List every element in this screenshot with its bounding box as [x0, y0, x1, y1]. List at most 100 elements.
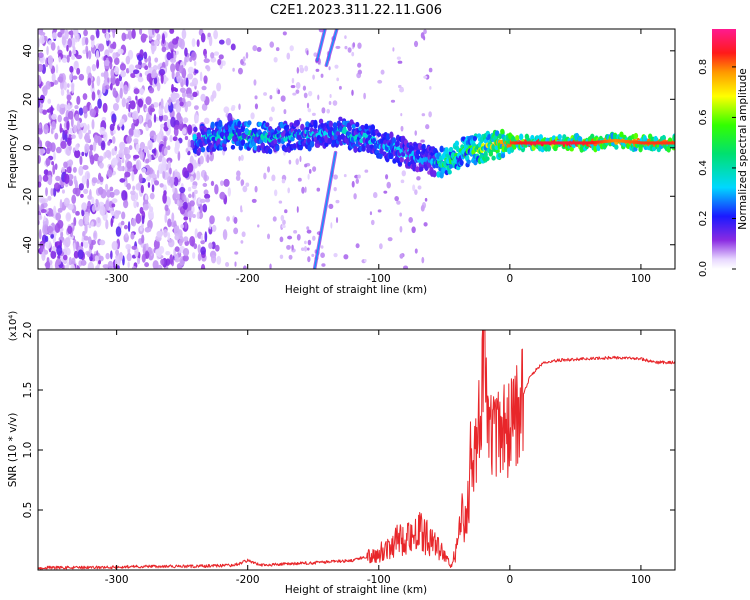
noise-speckle	[187, 73, 194, 80]
noise-speckle	[125, 67, 130, 74]
noise-speckle	[187, 193, 192, 199]
ridge-core	[533, 141, 536, 145]
noise-speckle	[162, 184, 167, 192]
noise-speckle	[187, 186, 192, 192]
noise-speckle	[42, 174, 49, 182]
noise-speckle	[57, 207, 63, 213]
ridge-cell	[421, 143, 426, 151]
noise-speckle	[170, 92, 177, 103]
noise-speckle	[166, 51, 172, 61]
noise-speckle	[110, 250, 113, 260]
noise-speckle	[139, 141, 146, 150]
noise-speckle	[301, 186, 305, 194]
noise-speckle	[132, 185, 136, 191]
noise-speckle	[156, 33, 161, 41]
noise-speckle	[57, 114, 62, 123]
noise-speckle	[102, 264, 109, 269]
noise-speckle	[153, 113, 157, 123]
noise-speckle	[114, 145, 118, 152]
noise-speckle	[109, 82, 113, 91]
noise-speckle	[193, 105, 199, 110]
noise-speckle	[40, 208, 47, 214]
noise-speckle	[211, 224, 217, 232]
noise-speckle	[159, 183, 164, 188]
noise-speckle	[78, 183, 84, 191]
ridge-core	[524, 141, 527, 145]
noise-speckle	[151, 29, 155, 36]
noise-speckle	[178, 116, 183, 125]
ridge-cell	[448, 164, 454, 169]
ridge-core	[546, 141, 549, 145]
ridge-cell	[546, 144, 552, 152]
noise-speckle	[203, 58, 210, 63]
noise-speckle	[333, 253, 338, 258]
ridge-core	[591, 141, 594, 145]
noise-speckle	[96, 59, 100, 69]
noise-speckle	[291, 77, 295, 84]
noise-speckle	[306, 229, 312, 234]
noise-speckle	[123, 199, 129, 209]
noise-speckle	[330, 222, 333, 229]
noise-speckle	[204, 231, 208, 243]
noise-speckle	[139, 206, 144, 215]
ridge-cell	[260, 143, 265, 149]
ridge-core	[559, 141, 562, 145]
noise-speckle	[109, 191, 115, 198]
noise-speckle	[238, 155, 241, 162]
ridge-core	[521, 141, 524, 145]
noise-speckle	[60, 140, 67, 149]
noise-speckle	[423, 222, 428, 227]
noise-speckle	[416, 176, 421, 181]
noise-speckle	[123, 84, 129, 95]
noise-speckle	[111, 203, 116, 208]
noise-speckle	[53, 29, 58, 33]
noise-speckle	[299, 155, 302, 163]
noise-speckle	[78, 165, 84, 176]
noise-speckle	[73, 175, 77, 185]
noise-speckle	[234, 261, 237, 267]
noise-speckle	[420, 204, 425, 212]
noise-speckle	[97, 217, 101, 224]
noise-speckle	[320, 73, 324, 78]
noise-speckle	[67, 38, 73, 48]
noise-speckle	[167, 145, 171, 151]
spectrogram-xlabel: Height of straight line (km)	[285, 284, 427, 296]
noise-speckle	[75, 187, 81, 197]
noise-speckle	[147, 139, 153, 150]
noise-speckle	[172, 136, 178, 142]
noise-speckle	[143, 146, 149, 153]
noise-speckle	[326, 108, 331, 114]
noise-speckle	[66, 44, 69, 52]
noise-speckle	[139, 115, 143, 125]
noise-speckle	[202, 182, 208, 188]
noise-speckle	[50, 250, 57, 259]
noise-speckle	[166, 157, 173, 164]
noise-speckle	[123, 146, 130, 156]
ridge-cell	[427, 162, 432, 168]
noise-speckle	[237, 67, 243, 75]
noise-speckle	[60, 88, 65, 96]
noise-speckle	[84, 222, 88, 234]
noise-speckle	[336, 77, 340, 82]
ridge-core	[585, 141, 588, 145]
ridge-cell	[370, 124, 376, 131]
noise-speckle	[271, 174, 276, 182]
noise-speckle	[199, 155, 204, 165]
noise-speckle	[80, 259, 87, 266]
ridge-core	[551, 141, 554, 145]
noise-speckle	[53, 151, 56, 161]
noise-speckle	[86, 251, 91, 258]
noise-speckle	[170, 63, 176, 73]
noise-speckle	[156, 133, 162, 143]
noise-speckle	[236, 170, 241, 177]
noise-speckle	[421, 113, 426, 117]
noise-speckle	[64, 129, 68, 135]
ridge-cell	[416, 149, 421, 155]
noise-speckle	[211, 90, 217, 99]
ridge-core	[609, 139, 612, 143]
noise-speckle	[184, 135, 189, 141]
ridge-cell	[672, 134, 675, 142]
noise-speckle	[78, 130, 83, 140]
